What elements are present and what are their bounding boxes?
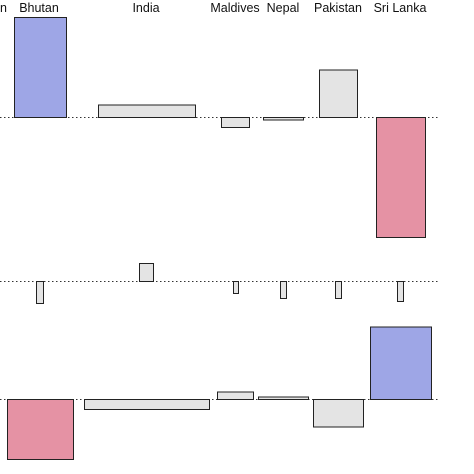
bar-bottom-pakistan: [313, 399, 364, 428]
bar-middle-pakistan: [335, 281, 342, 299]
panel-top: [0, 17, 440, 238]
bar-bottom-sri-lanka: [370, 326, 432, 400]
chart-panels: [0, 17, 440, 460]
category-label-india: India: [132, 1, 159, 15]
bar-top-maldives: [221, 117, 250, 128]
bar-top-india: [98, 104, 196, 118]
bar-middle-sri-lanka: [397, 281, 404, 302]
bar-bottom-nepal: [258, 396, 309, 400]
category-labels: n Bhutan India Maldives Nepal Pakistan S…: [0, 1, 426, 15]
bar-bottom-maldives: [217, 391, 254, 400]
panel-middle: [0, 263, 440, 304]
panel-bottom: [0, 326, 440, 460]
bar-middle-bhutan: [36, 281, 44, 304]
category-label-nepal: Nepal: [267, 1, 300, 15]
bar-bottom-india: [84, 399, 210, 410]
category-label-pakistan: Pakistan: [314, 1, 362, 15]
bar-top-pakistan: [319, 69, 358, 118]
category-label-maldives: Maldives: [210, 1, 259, 15]
bar-top-sri-lanka: [376, 117, 426, 238]
bar-top-bhutan: [14, 17, 67, 118]
bar-middle-maldives: [233, 281, 239, 294]
bar-top-nepal: [263, 117, 304, 121]
bar-bottom-bhutan: [7, 399, 74, 460]
category-label-bhutan: Bhutan: [19, 1, 59, 15]
bar-middle-nepal: [280, 281, 287, 299]
category-label-partial: n: [0, 1, 7, 15]
bar-middle-india: [139, 263, 154, 282]
category-label-sri-lanka: Sri Lanka: [374, 1, 427, 15]
